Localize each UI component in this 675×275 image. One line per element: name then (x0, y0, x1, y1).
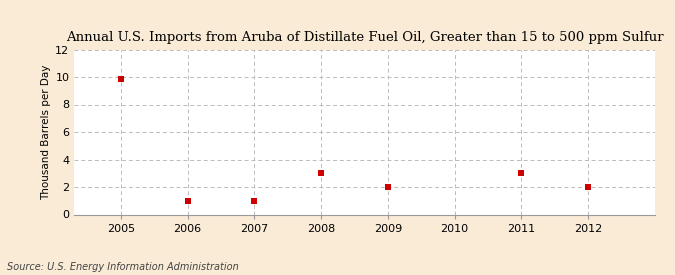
Point (516, 171, 526, 175)
Point (115, 76, 126, 81)
Point (182, 199, 193, 203)
Text: Source: U.S. Energy Information Administration: Source: U.S. Energy Information Administ… (7, 262, 238, 272)
Point (583, 185, 593, 189)
Point (249, 199, 260, 203)
Y-axis label: Thousand Barrels per Day: Thousand Barrels per Day (41, 64, 51, 200)
Title: Annual U.S. Imports from Aruba of Distillate Fuel Oil, Greater than 15 to 500 pp: Annual U.S. Imports from Aruba of Distil… (65, 31, 664, 44)
Point (383, 185, 394, 189)
Point (316, 171, 327, 175)
